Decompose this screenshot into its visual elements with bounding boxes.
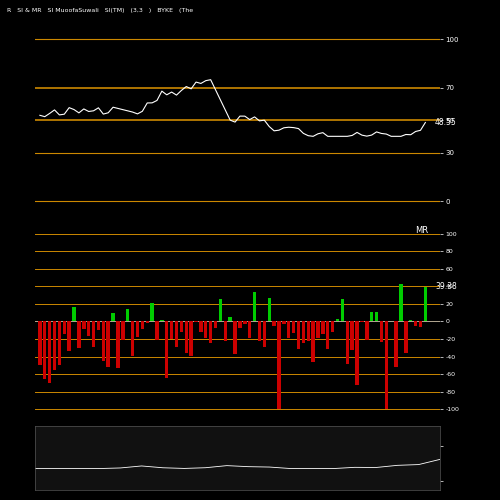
Text: 48.55: 48.55	[435, 118, 457, 127]
Bar	[209, 322, 212, 344]
Bar	[394, 322, 398, 367]
Bar	[306, 322, 310, 342]
Bar	[282, 322, 286, 324]
Bar	[321, 322, 324, 334]
Bar	[87, 322, 90, 336]
Bar	[180, 322, 183, 332]
Bar	[43, 322, 46, 378]
Bar	[346, 322, 349, 364]
Bar	[116, 322, 119, 368]
Bar	[424, 287, 427, 322]
Bar	[218, 300, 222, 322]
Text: MR: MR	[414, 226, 428, 235]
Bar	[350, 322, 354, 349]
Bar	[268, 298, 271, 322]
Bar	[38, 322, 42, 366]
Bar	[243, 322, 246, 324]
Bar	[400, 284, 402, 322]
Bar	[414, 322, 418, 326]
Bar	[126, 310, 130, 322]
Bar	[156, 322, 158, 340]
Bar	[409, 320, 412, 322]
Bar	[131, 322, 134, 356]
Bar	[102, 322, 105, 360]
Bar	[146, 322, 149, 323]
Bar	[370, 312, 374, 322]
Bar	[175, 322, 178, 346]
Bar	[112, 314, 115, 322]
Bar	[140, 322, 144, 330]
Bar	[292, 322, 296, 333]
Bar	[336, 318, 339, 322]
Bar	[53, 322, 56, 370]
Bar	[58, 322, 61, 366]
Bar	[272, 322, 276, 326]
Bar	[165, 322, 168, 378]
Bar	[82, 322, 86, 330]
Bar	[380, 322, 383, 342]
Bar	[77, 322, 80, 348]
Bar	[278, 322, 280, 410]
Bar	[136, 322, 139, 337]
Bar	[297, 322, 300, 349]
Text: R   SI & MR   SI MuoofaSuwali   SI(TM)   (3,3   )   BYKE   (The: R SI & MR SI MuoofaSuwali SI(TM) (3,3 ) …	[6, 8, 193, 13]
Bar	[150, 303, 154, 322]
Bar	[356, 322, 359, 385]
Bar	[312, 322, 315, 362]
Bar	[228, 316, 232, 322]
Bar	[375, 312, 378, 322]
Bar	[253, 292, 256, 322]
Bar	[92, 322, 96, 346]
Bar	[199, 322, 202, 332]
Bar	[62, 322, 66, 334]
Bar	[160, 320, 164, 322]
Bar	[404, 322, 407, 353]
Bar	[234, 322, 237, 354]
Bar	[390, 320, 393, 322]
Bar	[68, 322, 71, 351]
Bar	[316, 322, 320, 338]
Bar	[248, 322, 252, 338]
Bar	[48, 322, 51, 383]
Bar	[204, 322, 208, 338]
Bar	[384, 322, 388, 410]
Bar	[340, 300, 344, 322]
Bar	[72, 308, 76, 322]
Bar	[302, 322, 305, 342]
Bar	[326, 322, 330, 349]
Bar	[190, 322, 193, 356]
Text: 39.38: 39.38	[435, 282, 457, 292]
Bar	[365, 322, 368, 340]
Bar	[96, 322, 100, 330]
Bar	[121, 322, 124, 340]
Bar	[331, 322, 334, 332]
Bar	[419, 322, 422, 327]
Bar	[262, 322, 266, 347]
Bar	[214, 322, 218, 328]
Bar	[170, 322, 173, 339]
Bar	[184, 322, 188, 353]
Bar	[258, 322, 261, 341]
Bar	[287, 322, 290, 338]
Bar	[106, 322, 110, 368]
Bar	[238, 322, 242, 328]
Bar	[224, 322, 227, 341]
